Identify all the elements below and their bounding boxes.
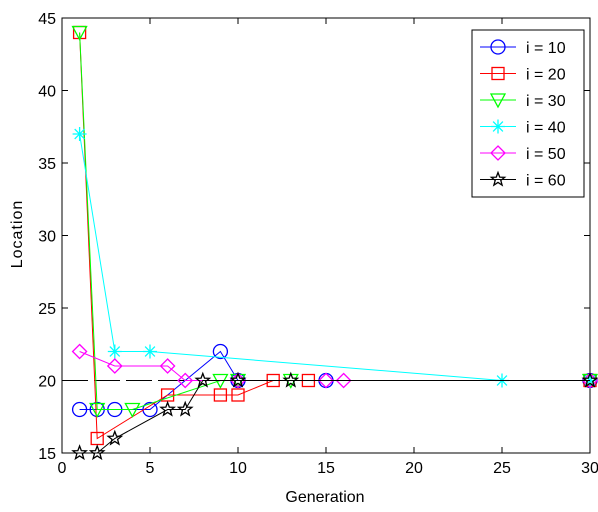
data-point bbox=[71, 444, 89, 461]
series-i-60 bbox=[71, 371, 598, 461]
data-point bbox=[88, 444, 106, 461]
y-tick-label: 20 bbox=[38, 374, 56, 391]
x-tick-label: 5 bbox=[146, 460, 155, 477]
legend-label: i = 20 bbox=[526, 67, 566, 84]
x-tick-label: 10 bbox=[229, 460, 247, 477]
legend-marker bbox=[489, 170, 507, 187]
data-point bbox=[194, 371, 212, 388]
data-point bbox=[318, 372, 334, 389]
series-line bbox=[79, 351, 590, 381]
legend-label: i = 30 bbox=[526, 93, 566, 110]
data-point bbox=[213, 388, 228, 402]
data-point bbox=[107, 344, 122, 359]
y-tick-label: 35 bbox=[38, 156, 56, 173]
data-point bbox=[142, 401, 158, 418]
legend-label: i = 10 bbox=[526, 40, 566, 57]
data-point bbox=[71, 25, 88, 41]
legend-marker bbox=[490, 145, 506, 161]
data-point bbox=[71, 343, 88, 360]
data-point bbox=[176, 400, 194, 417]
data-point bbox=[282, 371, 300, 388]
x-tick-label: 30 bbox=[581, 460, 598, 477]
legend-box bbox=[471, 29, 585, 198]
legend-marker bbox=[491, 66, 505, 81]
legend-entry: i = 50 bbox=[480, 145, 566, 163]
data-point bbox=[581, 371, 598, 388]
legend-marker bbox=[491, 119, 505, 134]
x-tick-label: 0 bbox=[58, 460, 67, 477]
data-point bbox=[335, 372, 352, 389]
series-group bbox=[71, 25, 598, 461]
data-point bbox=[212, 343, 229, 360]
legend: i = 10 i = 20 i = 30 i = 40 i = 50 i = 60 bbox=[471, 29, 585, 198]
y-tick-label: 45 bbox=[38, 11, 56, 28]
data-point bbox=[159, 358, 176, 374]
legend-entry: i = 10 bbox=[480, 39, 566, 57]
x-tick-label: 20 bbox=[405, 460, 423, 477]
y-axis-title: Location bbox=[9, 200, 26, 269]
y-tick-label: 15 bbox=[38, 446, 56, 463]
legend-marker bbox=[489, 93, 507, 109]
legend-label: i = 50 bbox=[526, 146, 566, 163]
legend-marker bbox=[490, 39, 506, 55]
legend-entry: i = 60 bbox=[480, 170, 566, 190]
legend-entry: i = 20 bbox=[480, 67, 566, 84]
legend-label: i = 40 bbox=[526, 120, 566, 137]
data-point bbox=[159, 400, 177, 417]
data-point bbox=[177, 372, 194, 389]
data-point bbox=[229, 371, 247, 388]
y-tick-label: 25 bbox=[38, 301, 56, 318]
data-point bbox=[124, 402, 141, 418]
legend-entry: i = 40 bbox=[480, 119, 566, 137]
x-tick-label: 25 bbox=[493, 460, 511, 477]
legend-entry: i = 30 bbox=[480, 93, 566, 110]
data-point bbox=[89, 402, 106, 418]
x-tick-label: 15 bbox=[317, 460, 335, 477]
legend-label: i = 60 bbox=[526, 173, 566, 190]
data-point bbox=[143, 344, 157, 359]
data-point bbox=[106, 429, 124, 446]
y-tick-label: 30 bbox=[38, 229, 56, 246]
y-tick-label: 40 bbox=[38, 84, 56, 101]
data-point bbox=[231, 388, 245, 402]
data-point bbox=[106, 358, 123, 374]
series-line bbox=[79, 380, 590, 454]
x-axis-title: Generation bbox=[285, 489, 364, 506]
data-point bbox=[72, 127, 87, 141]
data-point bbox=[71, 401, 88, 418]
